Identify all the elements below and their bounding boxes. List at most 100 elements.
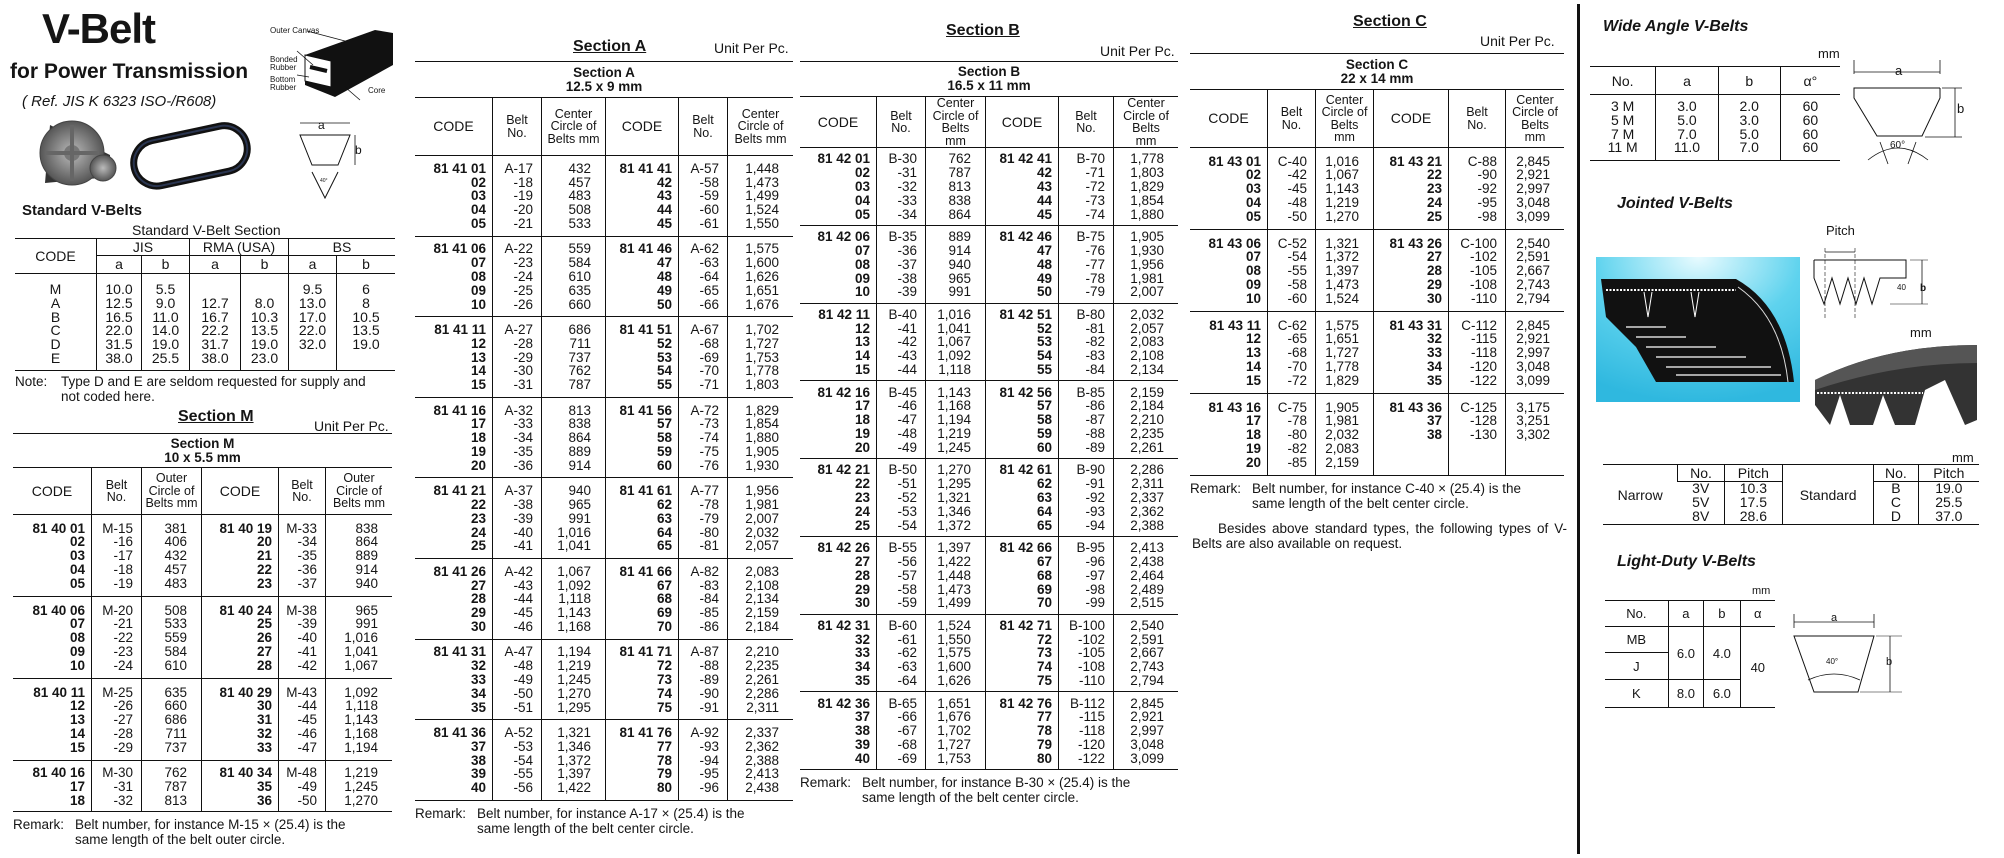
belt-no: -41 xyxy=(897,320,917,336)
code: 02 xyxy=(1245,167,1261,183)
center-length: 381 xyxy=(164,520,187,536)
column-header: CODE xyxy=(800,97,877,147)
code: 81 41 71 xyxy=(619,644,672,660)
code: 81 43 01 xyxy=(1208,153,1261,169)
center-length: 2,108 xyxy=(1130,348,1164,364)
code: 79 xyxy=(656,766,672,782)
belt-no: -23 xyxy=(513,255,533,271)
code: 17 xyxy=(470,416,486,432)
center-length: 1,245 xyxy=(937,439,971,455)
column-subheader: a xyxy=(190,256,241,273)
row-group: 81 42 06 07 08 09 10 B-35 -36 -37 -38 -39 889 914 94… xyxy=(800,225,1178,304)
belt-no: -50 xyxy=(297,792,317,808)
belt-no: -58 xyxy=(699,174,719,190)
center-length: 406 xyxy=(164,534,187,550)
column-cell: B-100 -102 -105 -108 -110 xyxy=(1059,614,1114,692)
column-header: Center Circle of Belts mm xyxy=(1123,96,1169,148)
code: 08 xyxy=(69,630,85,646)
cell: 13.0 xyxy=(298,294,327,311)
code: 22 xyxy=(256,561,272,577)
light-duty-unit: mm xyxy=(1752,585,1771,597)
center-length: 2,286 xyxy=(745,685,779,701)
column-cell: 81 42 71 72 73 74 75 xyxy=(986,614,1059,692)
column-cell: M-25 -26 -27 -28 -29 xyxy=(92,679,142,760)
column-subheader: b xyxy=(362,256,370,272)
code: 08 xyxy=(1245,263,1261,279)
center-length: 1,143 xyxy=(557,605,591,621)
column-subheader: b xyxy=(142,256,190,273)
code: 75 xyxy=(1036,673,1052,689)
belt-no: M-43 xyxy=(286,684,317,700)
center-length: 1,422 xyxy=(557,780,591,796)
code: 29 xyxy=(854,581,870,597)
belt-no: A-57 xyxy=(690,160,719,176)
belt-no: -57 xyxy=(897,567,917,583)
code: 02 xyxy=(854,165,870,181)
belt-no: K xyxy=(1632,686,1641,701)
belt-no: -46 xyxy=(297,725,317,741)
section-a-table: Section A Unit Per Pc. Section A 12.5 x 9 m… xyxy=(415,38,793,836)
center-length: 2,311 xyxy=(1131,476,1164,492)
column-cell: 889 914 940 965 991 xyxy=(926,225,986,303)
narrow-label: Narrow xyxy=(1617,486,1663,503)
column-header: a xyxy=(1667,600,1704,627)
cell: 31.5 xyxy=(105,336,133,353)
column-cell: 81 41 71 72 73 74 75 xyxy=(606,639,679,720)
center-length: 3,048 xyxy=(1516,194,1550,210)
code: 19 xyxy=(1245,440,1261,456)
column-cell: 81 43 01 02 03 04 05 xyxy=(1190,148,1268,229)
center-length: 3,099 xyxy=(1516,208,1550,224)
cell: 5.0 xyxy=(1739,125,1759,142)
cell: 19.0 xyxy=(151,336,180,353)
belt-no: -65 xyxy=(1287,331,1307,347)
cell: 8V xyxy=(1692,507,1710,524)
center-length: 2,540 xyxy=(1516,235,1550,251)
belt-no: -58 xyxy=(897,581,917,597)
code: 04 xyxy=(470,202,486,218)
code: 69 xyxy=(1036,581,1052,597)
cell: 19.0 xyxy=(1935,480,1963,497)
code: 81 40 24 xyxy=(219,602,272,618)
column-cell: 81 41 66 67 68 69 70 xyxy=(606,558,679,639)
code: 04 xyxy=(1245,194,1261,210)
column-cell: C-125 -128 -130 xyxy=(1449,394,1506,475)
code: 60 xyxy=(656,457,672,473)
code: 81 42 61 xyxy=(999,462,1052,478)
code: 20 xyxy=(256,534,272,550)
belt-no: -29 xyxy=(113,739,133,755)
belt-no: A-62 xyxy=(690,241,719,257)
column-cell: 81 40 01 02 03 04 05 xyxy=(13,515,92,596)
unit-label: Unit Per Pc. xyxy=(314,418,389,434)
belt-no: -98 xyxy=(1477,208,1497,224)
center-length: 2,261 xyxy=(1130,439,1164,455)
section-size: 12.5 x 9 mm xyxy=(565,78,643,94)
column-header: CODE xyxy=(986,97,1059,147)
center-length: 889 xyxy=(948,229,971,245)
center-length: 2,210 xyxy=(745,644,779,660)
center-length: 2,261 xyxy=(745,671,779,687)
column-cell: 81 41 76 77 78 79 80 xyxy=(606,720,679,800)
center-length: 991 xyxy=(355,616,378,632)
column-cell: 635 660 686 711 737 xyxy=(142,679,202,760)
belt-no: -68 xyxy=(699,335,719,351)
code: 12 xyxy=(69,698,85,714)
dimension-b: 6.0 xyxy=(1703,679,1741,708)
column-cell: C-88 -90 -92 -95 -98 xyxy=(1449,148,1506,229)
code: 58 xyxy=(656,430,672,446)
code: 28 xyxy=(470,591,486,607)
code: 22 xyxy=(1426,167,1442,183)
belt-no: -110 xyxy=(1470,290,1497,306)
code: 43 xyxy=(1036,178,1052,194)
center-length: 1,194 xyxy=(557,644,591,660)
column-cell: 81 40 29 30 31 32 33 xyxy=(202,679,279,760)
code: 18 xyxy=(854,412,870,428)
belt-no: -33 xyxy=(897,192,917,208)
column-cell: B-75 -76 -77 -78 -79 xyxy=(1059,225,1114,303)
column-cell: 2,337 2,362 2,388 2,413 2,438 xyxy=(728,720,793,800)
code: 21 xyxy=(256,548,272,564)
center-length: 2,845 xyxy=(1516,317,1550,333)
code: 10 xyxy=(1245,290,1261,306)
code: 81 43 21 xyxy=(1389,153,1442,169)
code: 14 xyxy=(854,348,870,364)
